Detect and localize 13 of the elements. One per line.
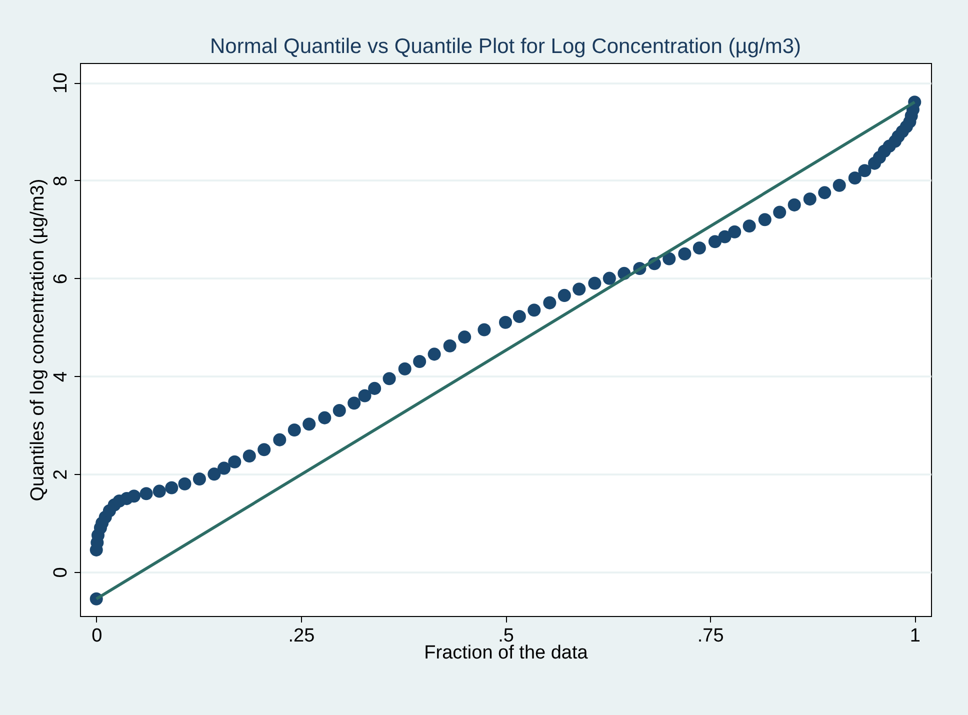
x-tick-label: 1 — [910, 626, 920, 646]
y-axis-title: Quantiles of log concentration (µg/m3) — [28, 178, 48, 502]
x-tick-label: 0 — [92, 626, 102, 646]
x-tick-label: .75 — [697, 626, 724, 646]
y-tick-label: 2 — [50, 469, 72, 480]
y-tick-label: 4 — [50, 370, 72, 382]
y-tick-label: 6 — [50, 274, 72, 284]
y-tick-label: 8 — [50, 176, 72, 186]
y-tick-label: 10 — [50, 72, 72, 94]
chart-title: Normal Quantile vs Quantile Plot for Log Concentration (µg/m3) — [210, 35, 802, 58]
y-tick-label: 0 — [50, 567, 72, 578]
x-tick-label: .25 — [288, 626, 315, 646]
x-axis-title: Fraction of the data — [424, 642, 588, 664]
